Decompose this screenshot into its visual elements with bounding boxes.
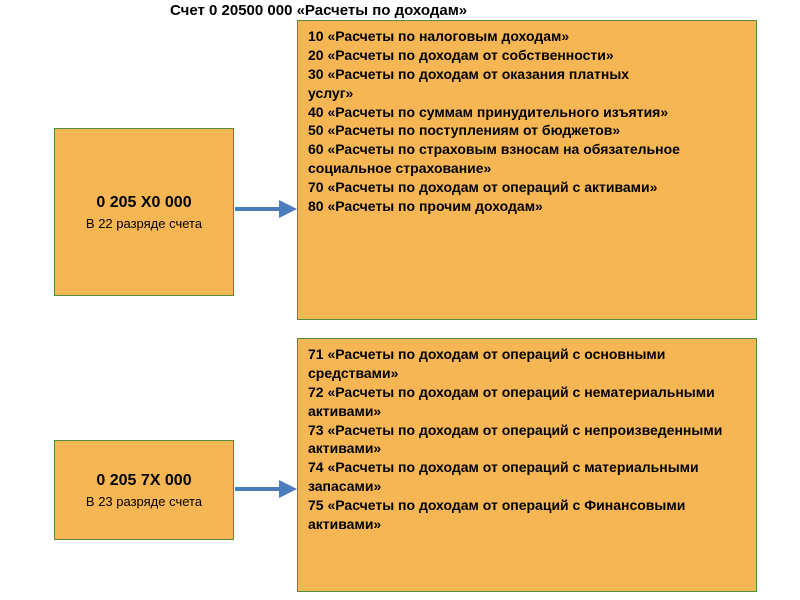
arrow-2	[235, 476, 297, 502]
account-sub-1: В 22 разряде счета	[65, 216, 223, 231]
list-item: услуг»	[308, 84, 746, 103]
list-item: 30 «Расчеты по доходам от оказания платн…	[308, 65, 746, 84]
list-item: 72 «Расчеты по доходам от операций с нем…	[308, 383, 746, 421]
right-box-2: 71 «Расчеты по доходам от операций с осн…	[297, 338, 757, 592]
list-item: 10 «Расчеты по налоговым доходам»	[308, 27, 746, 46]
account-code-2: 0 205 7Х 000	[65, 472, 223, 490]
left-box-1: 0 205 Х0 000 В 22 разряде счета	[54, 128, 234, 296]
arrow-1	[235, 196, 297, 222]
account-sub-2: В 23 разряде счета	[65, 494, 223, 509]
list-item: 20 «Расчеты по доходам от собственности»	[308, 46, 746, 65]
right-box-1: 10 «Расчеты по налоговым доходам»20 «Рас…	[297, 20, 757, 320]
list-item: 40 «Расчеты по суммам принудительного из…	[308, 103, 746, 122]
list-item: 75 «Расчеты по доходам от операций с Фин…	[308, 496, 746, 534]
list-item: 80 «Расчеты по прочим доходам»	[308, 197, 746, 216]
diagram-title: Счет 0 20500 000 «Расчеты по доходам»	[170, 2, 467, 19]
left-box-2: 0 205 7Х 000 В 23 разряде счета	[54, 440, 234, 540]
list-item: 70 «Расчеты по доходам от операций с акт…	[308, 178, 746, 197]
list-item: 73 «Расчеты по доходам от операций с неп…	[308, 421, 746, 459]
list-item: 71 «Расчеты по доходам от операций с осн…	[308, 345, 746, 383]
account-code-1: 0 205 Х0 000	[65, 194, 223, 212]
list-item: 50 «Расчеты по поступлениям от бюджетов»	[308, 121, 746, 140]
list-item: 74 «Расчеты по доходам от операций с мат…	[308, 458, 746, 496]
list-item: 60 «Расчеты по страховым взносам на обяз…	[308, 140, 746, 178]
